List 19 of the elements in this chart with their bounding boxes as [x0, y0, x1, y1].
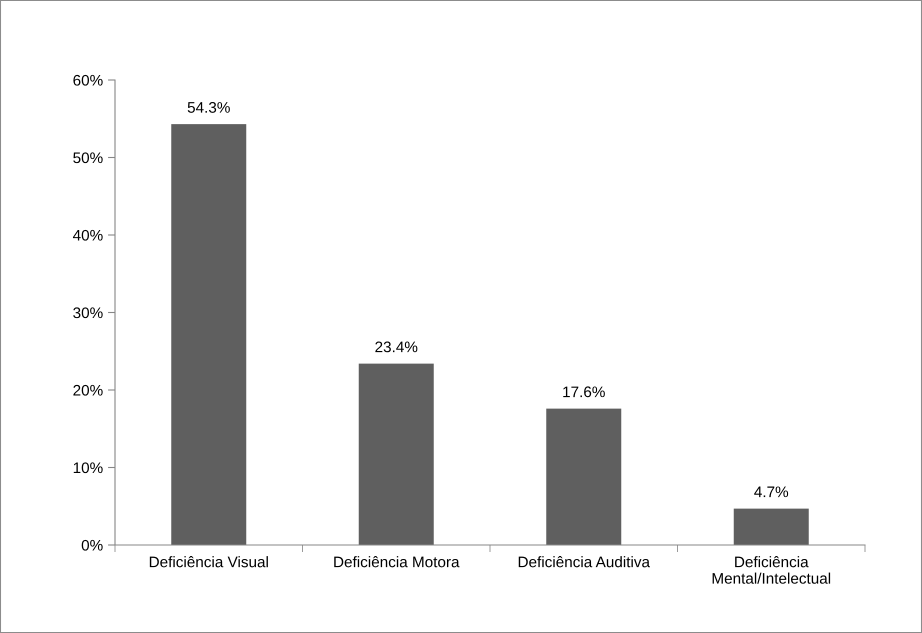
y-tick-label: 50% [73, 152, 103, 164]
data-label: 4.7% [754, 486, 788, 498]
x-tick-label: Deficiência Auditiva [518, 556, 650, 568]
y-tick-label: 40% [72, 230, 103, 241]
y-tick-label: 0% [82, 540, 103, 551]
bar [734, 508, 809, 545]
x-tick-label: Deficiência Visual [150, 556, 268, 568]
y-tick-label: 20% [73, 384, 103, 396]
y-tick-label: 10% [74, 462, 103, 474]
x-tick-label: Deficiência Mental/Intelectual [712, 556, 830, 584]
x-tick-label: Deficiência Motora [334, 556, 460, 568]
bar [546, 408, 622, 545]
data-label: 23.4% [375, 341, 418, 352]
data-label: 17.6% [563, 386, 605, 398]
data-label: 54.3% [188, 102, 230, 113]
y-tick-label: 30% [73, 307, 103, 318]
y-tick-label: 60% [73, 74, 103, 86]
bar [171, 124, 246, 545]
bar [358, 364, 434, 545]
